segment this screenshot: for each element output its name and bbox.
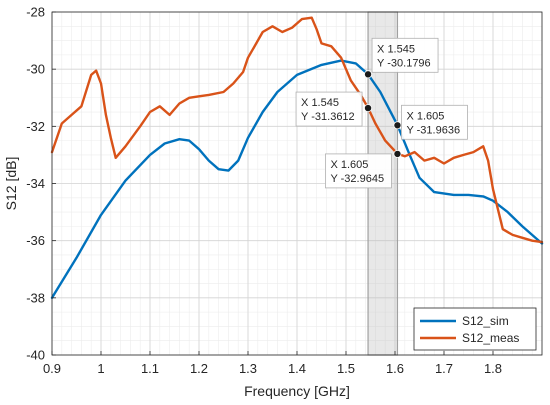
datatip[interactable]: X 1.605 Y -32.9645 xyxy=(325,153,392,189)
datatip-y-label: Y -32.9645 xyxy=(330,173,384,185)
datatip-box xyxy=(401,104,468,140)
x-axis-ticks: 0.9 1 1.1 1.2 1.3 1.4 1.5 1.6 1.7 1.8 xyxy=(43,351,502,376)
x-tick-label: 1.3 xyxy=(239,361,257,376)
datatip-y-label: Y -30.1796 xyxy=(377,57,431,69)
datatip-marker xyxy=(364,104,373,113)
datatip-box xyxy=(371,37,439,73)
datatip-y-label: Y -31.9636 xyxy=(406,124,460,136)
datatip-y-label: Y -31.3612 xyxy=(301,111,355,123)
datatip-marker xyxy=(364,70,373,79)
x-tick-label: 1.2 xyxy=(190,361,208,376)
datatip[interactable]: X 1.605 Y -31.9636 xyxy=(401,104,468,140)
y-tick-label: -28 xyxy=(26,5,45,20)
x-tick-label: 1.6 xyxy=(386,361,404,376)
datatip-marker xyxy=(393,149,402,158)
x-tick-label: 1.1 xyxy=(141,361,159,376)
datatip-x-label: X 1.545 xyxy=(377,43,415,55)
series-layer xyxy=(50,16,544,299)
y-axis-title: S12 [dB] xyxy=(3,157,19,211)
x-tick-label: 1.7 xyxy=(435,361,453,376)
y-tick-label: -38 xyxy=(26,290,45,305)
x-tick-label: 1.4 xyxy=(288,361,306,376)
datatip-box xyxy=(325,153,392,189)
datatips[interactable]: X 1.545 Y -30.1796 X 1.605 Y -31.9636 X 1.54… xyxy=(295,37,468,189)
x-axis-title: Frequency [GHz] xyxy=(244,383,350,399)
datatip[interactable]: X 1.545 Y -30.1796 xyxy=(371,37,439,73)
x-tick-label: 1.8 xyxy=(484,361,502,376)
x-tick-label: 1.5 xyxy=(337,361,355,376)
datatip-x-label: X 1.605 xyxy=(330,159,368,171)
y-axis-ticks: -40 -38 -36 -34 -32 -30 -28 xyxy=(26,5,56,363)
y-tick-label: -30 xyxy=(26,62,45,77)
y-tick-label: -32 xyxy=(26,119,45,134)
legend-label-meas: S12_meas xyxy=(462,331,519,345)
datatip-box xyxy=(295,91,363,127)
series-line-s12-meas xyxy=(50,16,544,244)
legend-box xyxy=(413,307,537,351)
y-tick-label: -40 xyxy=(26,348,45,363)
series-line-s12-sim xyxy=(50,59,544,299)
legend[interactable]: S12_sim S12_meas xyxy=(413,307,537,351)
legend-label-sim: S12_sim xyxy=(462,314,509,328)
datatip-markers xyxy=(364,70,402,158)
datatip-x-label: X 1.605 xyxy=(406,110,444,122)
datatip-x-label: X 1.545 xyxy=(301,97,339,109)
y-tick-label: -34 xyxy=(26,176,45,191)
x-tick-label: 0.9 xyxy=(43,361,61,376)
y-tick-label: -36 xyxy=(26,233,45,248)
x-tick-label: 1 xyxy=(97,361,104,376)
datatip[interactable]: X 1.545 Y -31.3612 xyxy=(295,91,363,127)
datatip-marker xyxy=(393,121,402,130)
